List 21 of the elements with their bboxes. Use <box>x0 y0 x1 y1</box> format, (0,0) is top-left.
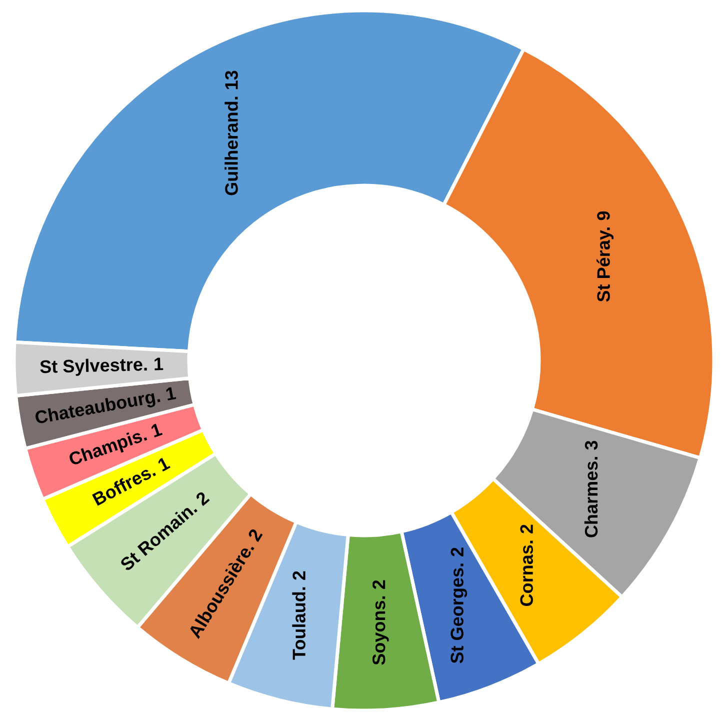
slice-label: Toulaud. <box>292 587 306 660</box>
slice-label: Soyons. <box>372 596 389 665</box>
slice-label: St Péray. <box>596 228 614 302</box>
slice-label: Guilherand. <box>224 96 238 196</box>
data-label: 2 <box>247 528 263 542</box>
data-label: 1 <box>166 386 176 400</box>
data-label: 1 <box>154 358 164 370</box>
data-label: 1 <box>150 422 163 438</box>
data-label: 2 <box>292 571 306 580</box>
slice-label: Cornas. <box>520 540 533 606</box>
data-label: 9 <box>597 211 610 220</box>
slice-label: St Georges. <box>450 564 468 664</box>
data-label: 2 <box>372 580 386 589</box>
data-label: 2 <box>194 490 210 506</box>
data-label: 1 <box>157 456 170 472</box>
slice-label: St Sylvestre. <box>40 357 147 377</box>
data-label: 2 <box>520 524 533 534</box>
data-label: 2 <box>450 548 464 556</box>
data-label: 13 <box>225 70 238 90</box>
data-label: 3 <box>584 440 598 450</box>
slice-label: Charmes. <box>584 457 598 538</box>
